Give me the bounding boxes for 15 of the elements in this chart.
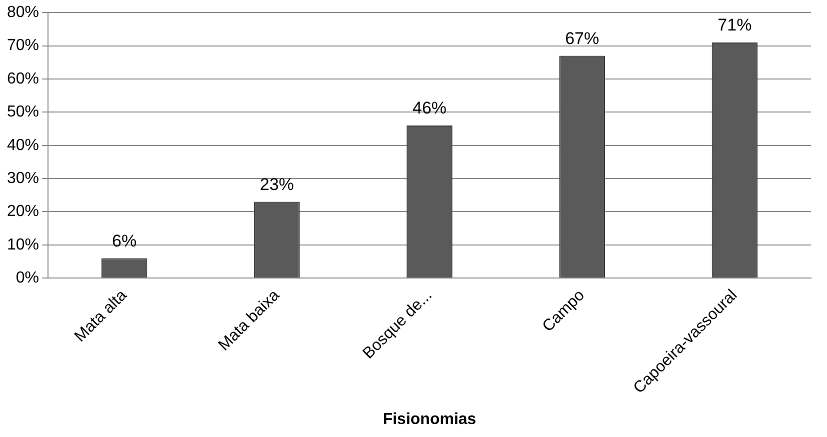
data-label: 46%: [412, 98, 447, 118]
y-tick-label: 30%: [6, 170, 40, 187]
y-tick-label: 40%: [6, 136, 40, 154]
y-tick-label: 20%: [6, 203, 40, 220]
y-tick-label: 70%: [6, 37, 40, 54]
y-tick-label: 50%: [6, 104, 40, 121]
data-label: 6%: [112, 231, 137, 250]
y-tick-label: 10%: [6, 236, 40, 254]
x-axis-title: Fisionomias: [382, 410, 476, 428]
data-label: 71%: [718, 16, 752, 35]
y-tick-label: 80%: [6, 4, 40, 22]
data-label: 67%: [565, 28, 600, 48]
y-tick-label: 60%: [6, 70, 40, 88]
y-tick-label: 0%: [16, 270, 40, 287]
data-label: 23%: [260, 174, 294, 194]
